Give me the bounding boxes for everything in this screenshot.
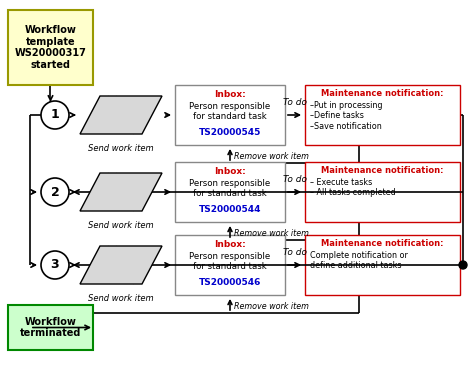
Polygon shape <box>80 246 162 284</box>
Text: To do: To do <box>283 175 307 184</box>
Text: TS20000545: TS20000545 <box>199 128 261 137</box>
Circle shape <box>41 251 69 279</box>
Text: –Put in processing
–Define tasks
–Save notification: –Put in processing –Define tasks –Save n… <box>310 101 383 131</box>
Text: To do: To do <box>283 98 307 107</box>
Text: Maintenance notification:: Maintenance notification: <box>321 239 444 248</box>
Text: Remove work item: Remove work item <box>234 302 309 311</box>
Text: 3: 3 <box>51 258 59 272</box>
Text: Person responsible
for standard task: Person responsible for standard task <box>190 179 271 198</box>
Polygon shape <box>80 173 162 211</box>
Text: Remove work item: Remove work item <box>234 152 309 161</box>
Bar <box>175 235 285 295</box>
Text: 1: 1 <box>51 108 59 122</box>
Bar <box>175 85 285 145</box>
Circle shape <box>459 261 467 269</box>
Circle shape <box>41 101 69 129</box>
Text: Send work item: Send work item <box>88 221 154 230</box>
Bar <box>305 235 460 295</box>
Text: Inbox:: Inbox: <box>214 240 246 249</box>
Text: TS20000546: TS20000546 <box>199 278 261 287</box>
Text: Inbox:: Inbox: <box>214 90 246 99</box>
Text: Remove work item: Remove work item <box>234 229 309 238</box>
Text: Inbox:: Inbox: <box>214 167 246 176</box>
Text: 2: 2 <box>51 186 59 198</box>
Bar <box>8 305 93 350</box>
Bar <box>175 162 285 222</box>
Text: Person responsible
for standard task: Person responsible for standard task <box>190 102 271 122</box>
Text: – Execute tasks
– All tasks completed: – Execute tasks – All tasks completed <box>310 178 396 197</box>
Text: Send work item: Send work item <box>88 294 154 303</box>
Text: Send work item: Send work item <box>88 144 154 153</box>
Polygon shape <box>80 96 162 134</box>
Circle shape <box>41 178 69 206</box>
Text: Maintenance notification:: Maintenance notification: <box>321 89 444 98</box>
Text: Maintenance notification:: Maintenance notification: <box>321 166 444 175</box>
Text: TS20000544: TS20000544 <box>199 205 261 214</box>
Text: Person responsible
for standard task: Person responsible for standard task <box>190 252 271 272</box>
Text: Workflow
template
WS20000317
started: Workflow template WS20000317 started <box>15 25 86 70</box>
Text: Workflow
terminated: Workflow terminated <box>20 317 81 338</box>
Text: Complete notification or
define additional tasks: Complete notification or define addition… <box>310 251 408 270</box>
Bar <box>305 85 460 145</box>
Bar <box>305 162 460 222</box>
Bar <box>8 10 93 85</box>
Text: To do: To do <box>283 248 307 257</box>
